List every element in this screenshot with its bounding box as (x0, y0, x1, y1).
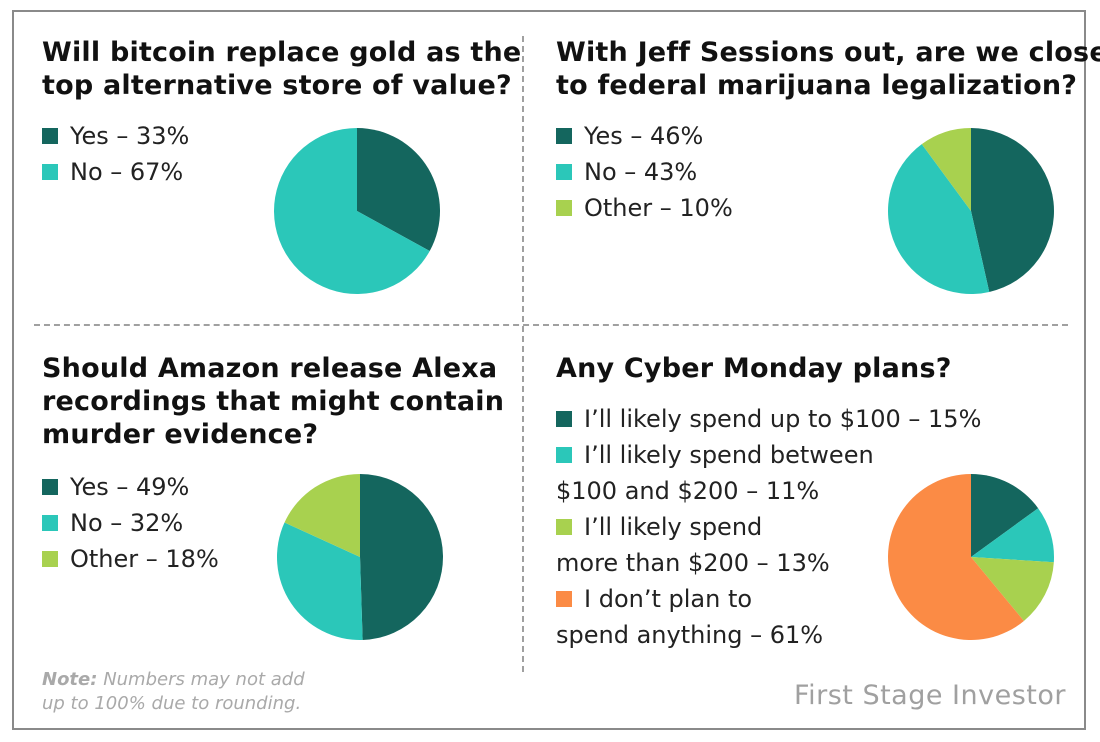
legend-swatch (556, 411, 572, 427)
legend-item-up-to-100: I’ll likely spend up to $100 – 15% (556, 401, 981, 437)
pie-chart-bitcoin (274, 128, 440, 294)
vertical-divider (522, 36, 524, 672)
legend-swatch (556, 519, 572, 535)
legend-label-continued: more than $200 – 13% (556, 549, 830, 577)
legend: Yes – 33% No – 67% (42, 118, 521, 190)
title-line: recordings that might contain (42, 386, 505, 417)
pie-chart-alexa (277, 474, 443, 640)
title-line: Will bitcoin replace gold as the (42, 37, 522, 68)
legend-item-yes: Yes – 46% (556, 118, 1100, 154)
legend-item-other: Other – 18% (42, 541, 504, 577)
legend-swatch (42, 164, 58, 180)
pie-slice-i-ll-likely-spend-between-100-and-200 (971, 508, 1054, 563)
legend-item-other: Other – 10% (556, 190, 1100, 226)
pie-chart-cyber-monday (888, 474, 1054, 640)
pie-slice-other (284, 474, 360, 557)
legend-item-over-200: I’ll likely spend more than $200 – 13% (556, 509, 981, 581)
pie-slice-i-ll-likely-spend-more-than-200 (971, 557, 1054, 621)
legend: Yes – 49% No – 32% Other – 18% (42, 469, 504, 577)
legend-item-no: No – 32% (42, 505, 504, 541)
poll-panel-cyber-monday: Any Cyber Monday plans? I’ll likely spen… (556, 352, 981, 653)
legend-item-no: No – 43% (556, 154, 1100, 190)
legend-swatch (42, 515, 58, 531)
note-text: Numbers may not add (103, 669, 305, 690)
legend-swatch (556, 200, 572, 216)
brand-logo-text: First Stage Investor (794, 680, 1066, 711)
pie-slice-yes (971, 128, 1054, 292)
legend-label: I’ll likely spend up to $100 – 15% (584, 405, 982, 433)
legend-swatch (42, 479, 58, 495)
pie-slice-yes (360, 474, 443, 640)
legend-label: I’ll likely spend (584, 513, 763, 541)
legend-item-yes: Yes – 49% (42, 469, 504, 505)
legend-swatch (556, 164, 572, 180)
poll-panel-alexa: Should Amazon release Alexa recordings t… (42, 352, 504, 577)
legend-swatch (42, 551, 58, 567)
legend-label-continued: $100 and $200 – 11% (556, 477, 820, 505)
legend-label: Yes – 46% (584, 122, 704, 150)
legend-label: Yes – 33% (70, 122, 190, 150)
horizontal-divider (34, 324, 1068, 326)
title-line: Any Cyber Monday plans? (556, 353, 952, 384)
legend-label: Other – 10% (584, 194, 733, 222)
legend-swatch (556, 128, 572, 144)
legend: I’ll likely spend up to $100 – 15% I’ll … (556, 401, 981, 653)
title-line: to federal marijuana legalization? (556, 70, 1078, 101)
legend-item-100-to-200: I’ll likely spend between $100 and $200 … (556, 437, 981, 509)
infographic-frame (12, 10, 1086, 730)
poll-question-title: Will bitcoin replace gold as the top alt… (42, 36, 521, 102)
pie-slice-no (277, 522, 363, 640)
poll-panel-bitcoin: Will bitcoin replace gold as the top alt… (42, 36, 521, 190)
legend-item-yes: Yes – 33% (42, 118, 521, 154)
legend-label: I’ll likely spend between (584, 441, 874, 469)
legend-item-nothing: I don’t plan to spend anything – 61% (556, 581, 981, 653)
legend-label: I don’t plan to (584, 585, 753, 613)
title-line: murder evidence? (42, 419, 319, 450)
legend-label: Other – 18% (70, 545, 219, 573)
poll-question-title: With Jeff Sessions out, are we closer to… (556, 36, 1100, 102)
pie-slice-i-don-t-plan-to-spend-anything (888, 474, 1024, 640)
note-label: Note: (42, 669, 98, 690)
note-text: up to 100% due to rounding. (42, 693, 302, 714)
poll-panel-marijuana: With Jeff Sessions out, are we closer to… (556, 36, 1100, 226)
title-line: top alternative store of value? (42, 70, 512, 101)
legend: Yes – 46% No – 43% Other – 10% (556, 118, 1100, 226)
pie-chart-marijuana (888, 128, 1054, 294)
title-line: With Jeff Sessions out, are we closer (556, 37, 1100, 68)
poll-question-title: Any Cyber Monday plans? (556, 352, 981, 385)
title-line: Should Amazon release Alexa (42, 353, 498, 384)
legend-label-continued: spend anything – 61% (556, 621, 824, 649)
legend-item-no: No – 67% (42, 154, 521, 190)
legend-label: No – 43% (584, 158, 698, 186)
legend-label: Yes – 49% (70, 473, 190, 501)
legend-swatch (42, 128, 58, 144)
legend-label: No – 67% (70, 158, 184, 186)
pie-slice-i-ll-likely-spend-up-to-100 (971, 474, 1039, 557)
pie-slice-other (921, 128, 971, 211)
rounding-note: Note: Numbers may not add up to 100% due… (42, 668, 305, 716)
pie-slice-no (274, 128, 430, 294)
poll-question-title: Should Amazon release Alexa recordings t… (42, 352, 504, 451)
pie-slice-yes (357, 128, 440, 251)
legend-label: No – 32% (70, 509, 184, 537)
legend-swatch (556, 591, 572, 607)
pie-slice-no (888, 144, 990, 294)
legend-swatch (556, 447, 572, 463)
